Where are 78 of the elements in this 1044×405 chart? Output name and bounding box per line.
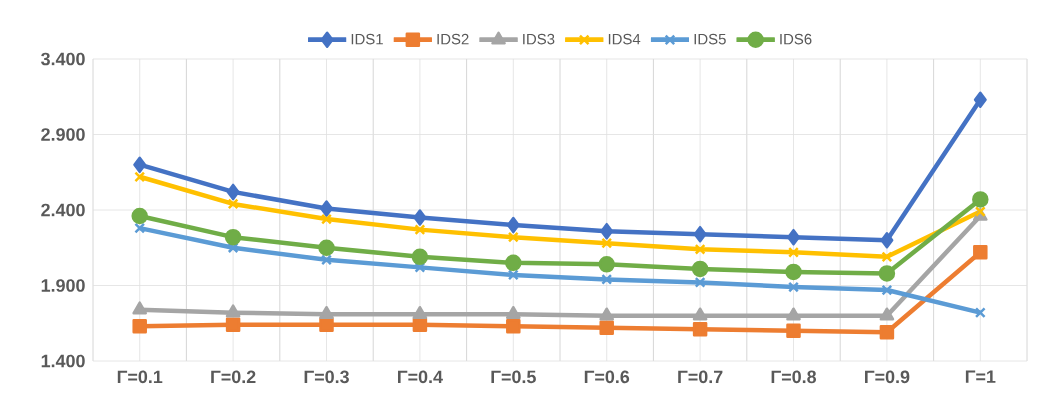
point [879, 307, 895, 321]
point [879, 325, 895, 340]
point [786, 323, 801, 339]
point [880, 231, 894, 249]
point [506, 216, 520, 234]
point [227, 198, 239, 210]
x-tick-label: Γ=0.3 [304, 370, 349, 384]
point [973, 245, 988, 260]
x-tick-label: Γ=0.5 [491, 370, 536, 384]
point [132, 319, 147, 334]
point [600, 222, 614, 240]
y-tick-label: 3.400 [41, 52, 85, 66]
point [692, 307, 708, 321]
point [414, 224, 426, 236]
point [694, 276, 706, 288]
x-tick-label: Γ=0.7 [678, 370, 723, 384]
point [134, 222, 146, 234]
point [878, 265, 896, 282]
legend-label: IDS2 [437, 33, 469, 45]
point [694, 243, 706, 255]
point [412, 305, 428, 319]
x-tick-label: Γ=1 [965, 370, 996, 383]
legend-label: IDS5 [694, 33, 726, 45]
x-tick-label: Γ=0.4 [398, 370, 443, 384]
point [319, 305, 334, 319]
x-tick-label: Γ=0.8 [771, 370, 817, 384]
legend-label: IDS3 [523, 33, 555, 45]
x-tick-label: Γ=0.1 [117, 370, 163, 384]
point [693, 225, 707, 243]
point [881, 251, 893, 263]
point [225, 317, 241, 333]
point [320, 200, 333, 217]
x-tick-label: Γ=0.2 [211, 370, 256, 384]
y-tick-label: 2.400 [41, 203, 85, 217]
y-tick-label: 2.900 [41, 128, 85, 141]
point [318, 239, 335, 256]
point [227, 242, 239, 254]
point [974, 307, 986, 319]
point [972, 191, 989, 208]
y-tick-label: 1.900 [41, 279, 85, 292]
point [691, 260, 709, 278]
x-tick-label: Γ=0.6 [584, 370, 630, 384]
point [225, 304, 241, 318]
point [134, 171, 146, 183]
point [786, 307, 801, 321]
point [226, 183, 240, 201]
point [785, 263, 802, 281]
point [411, 248, 429, 266]
point [601, 273, 613, 285]
point [321, 254, 332, 266]
point [507, 269, 519, 281]
point [224, 228, 242, 246]
legend-label: IDS6 [780, 33, 812, 45]
point [788, 246, 799, 258]
point [319, 317, 334, 333]
point [692, 322, 708, 337]
point [506, 319, 521, 334]
point [787, 228, 801, 246]
point [132, 301, 148, 315]
point [413, 209, 427, 226]
x-tick-label: Γ=0.9 [865, 370, 910, 384]
point [788, 281, 799, 293]
point [131, 207, 148, 225]
point [881, 284, 893, 296]
point [133, 156, 147, 173]
point [601, 237, 613, 249]
point [973, 91, 987, 109]
point [974, 206, 986, 217]
point [598, 256, 615, 273]
point [505, 254, 522, 272]
y-tick-label: 1.400 [41, 354, 85, 368]
legend-label: IDS1 [351, 33, 383, 45]
point [505, 305, 521, 319]
point [599, 320, 614, 336]
point [321, 213, 332, 225]
legend-label: IDS4 [608, 33, 641, 45]
point [507, 231, 519, 243]
point [599, 307, 615, 321]
